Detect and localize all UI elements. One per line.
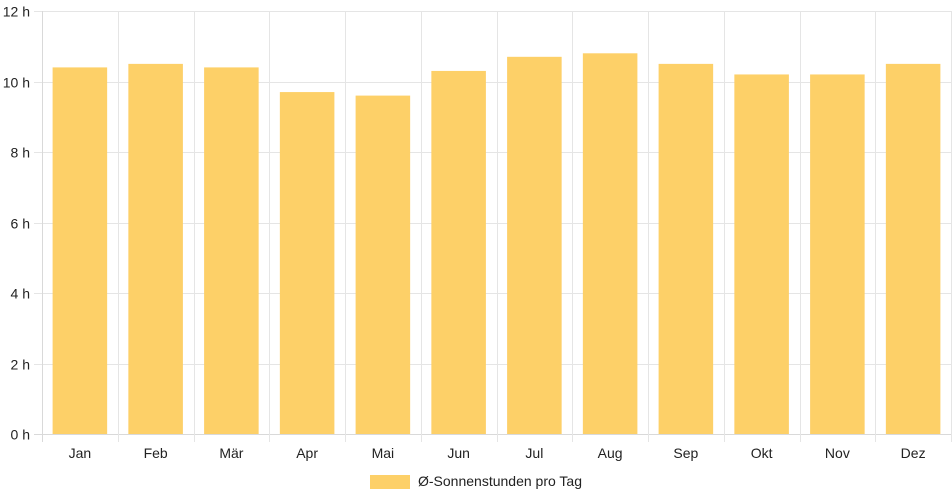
bar-dez[interactable]: [885, 63, 941, 434]
bar-jul[interactable]: [507, 56, 562, 434]
x-tick-label: Apr: [296, 445, 318, 461]
x-tick-label: Mai: [372, 445, 395, 461]
x-tick-label: Jun: [447, 445, 470, 461]
bar-mai[interactable]: [355, 95, 411, 434]
x-tick-label: Sep: [673, 445, 698, 461]
y-axis-ticks: 0 h 2 h 4 h 6 h 8 h 10 h 12 h: [3, 4, 30, 443]
y-tick-label: 4 h: [11, 286, 30, 302]
legend[interactable]: Ø-Sonnenstunden pro Tag: [370, 473, 582, 489]
legend-label[interactable]: Ø-Sonnenstunden pro Tag: [418, 473, 582, 489]
bar-jun[interactable]: [431, 70, 486, 435]
bar-okt[interactable]: [734, 74, 789, 434]
y-tick-label: 6 h: [11, 216, 30, 232]
x-tick-label: Jan: [69, 445, 92, 461]
x-tick-label: Jul: [525, 445, 543, 461]
y-tick-label: 12 h: [3, 4, 30, 20]
x-tick-label: Aug: [598, 445, 623, 461]
x-tick-label: Mär: [219, 445, 243, 461]
bar-feb[interactable]: [128, 63, 183, 434]
x-tick-label: Dez: [901, 445, 926, 461]
grid-lines: [34, 11, 952, 442]
x-tick-label: Nov: [825, 445, 850, 461]
bar-jan[interactable]: [52, 67, 108, 435]
y-tick-label: 2 h: [11, 357, 30, 373]
bar-nov[interactable]: [810, 74, 865, 434]
x-tick-label: Feb: [144, 445, 168, 461]
x-tick-label: Okt: [751, 445, 773, 461]
bar-aug[interactable]: [582, 53, 638, 435]
bar-apr[interactable]: [279, 92, 335, 434]
legend-swatch[interactable]: [370, 475, 410, 489]
bars: [52, 53, 941, 435]
y-tick-label: 10 h: [3, 75, 30, 91]
x-axis-ticks: Jan Feb Mär Apr Mai Jun Jul Aug Sep Okt Nov Dez: [69, 445, 926, 461]
bar-sep[interactable]: [658, 63, 714, 434]
y-tick-label: 8 h: [11, 145, 30, 161]
y-tick-label: 0 h: [11, 427, 30, 443]
bar-mär[interactable]: [204, 67, 259, 435]
